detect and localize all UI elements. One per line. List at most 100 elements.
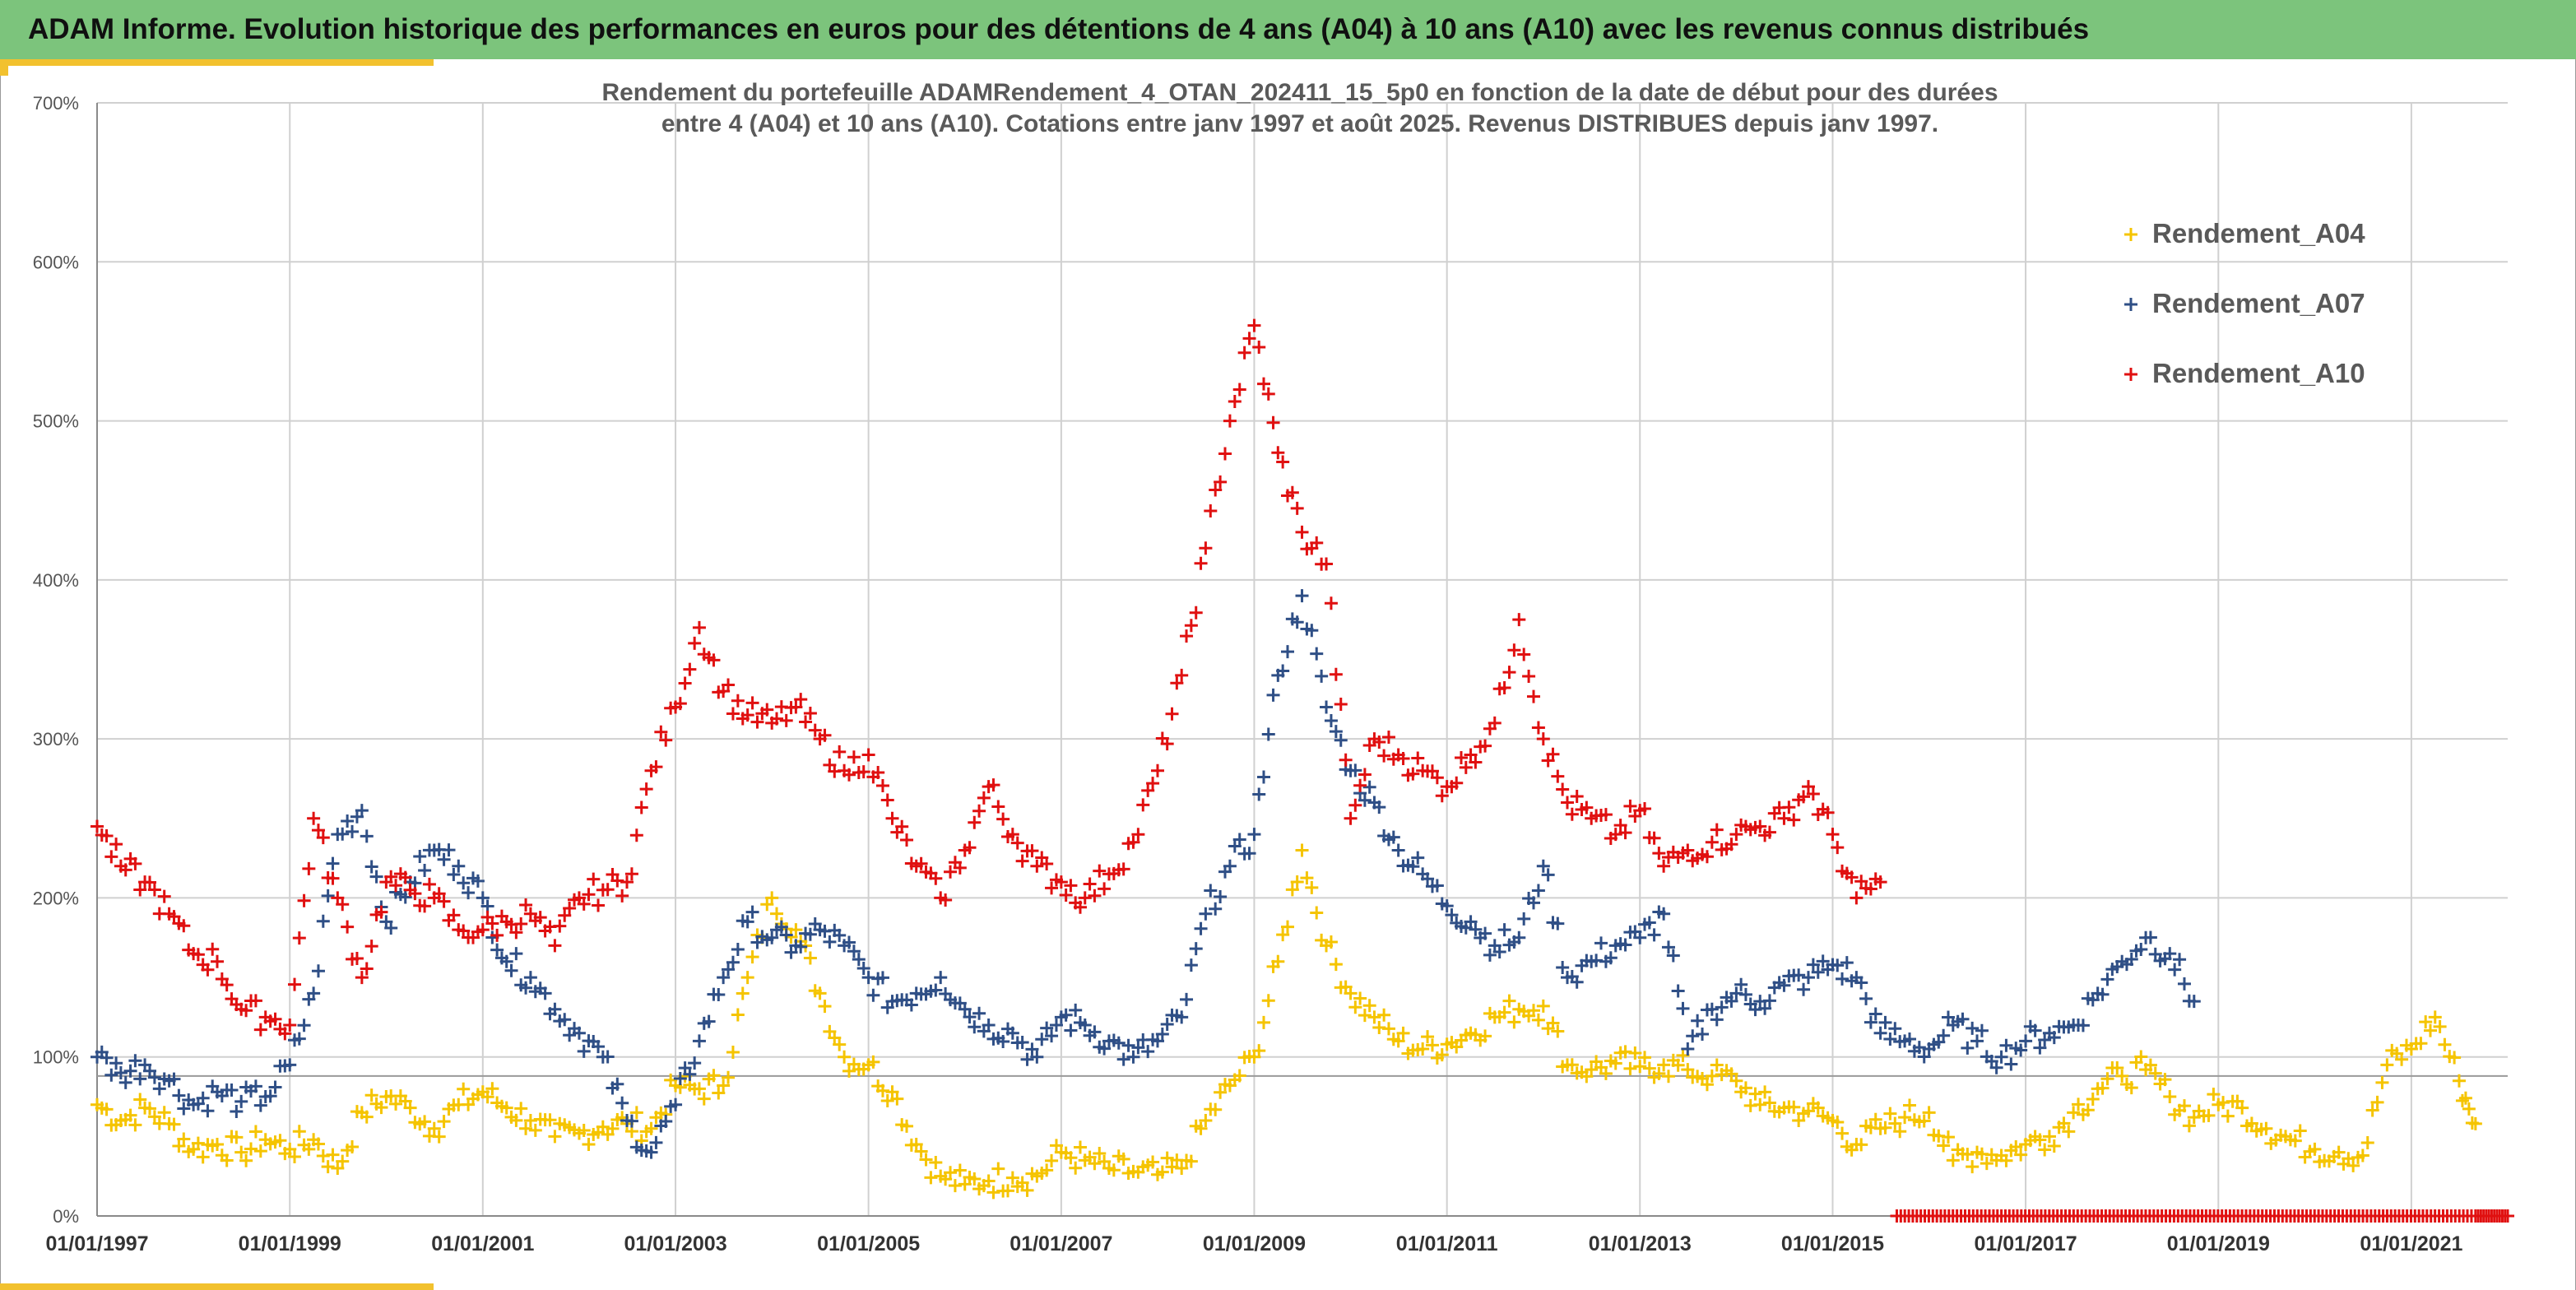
rendement-a07-marker [1724,994,1738,1008]
rendement-a10-marker [944,865,958,879]
rendement-a10-marker [1256,377,1270,391]
rendement-a04-marker [374,1101,388,1115]
rendement-a04-marker [528,1123,542,1137]
rendement-a04-marker [196,1150,210,1164]
rendement-a07-marker [2086,993,2100,1007]
rendement-a04-point [740,971,754,985]
rendement-a07-marker [1214,890,1228,904]
rendement-a10-marker [1459,760,1473,774]
rendement-a04-marker [2360,1136,2374,1150]
rendement-a04-marker [900,1119,914,1133]
rendement-a07-marker [996,1034,1010,1048]
rendement-a07-marker [2177,977,2191,991]
rendement-a07-marker [1459,921,1473,935]
rendement-a10-marker [1290,501,1304,515]
rendement-a04-marker [288,1149,302,1163]
rendement-a10-marker [577,897,591,911]
rendement-a04-marker [1396,1026,1410,1040]
rendement-a04-marker [1831,1115,1845,1129]
rendement-a10-marker [1546,747,1560,761]
rendement-a10-point [283,1019,297,1032]
rendement-a04-marker [939,1172,953,1186]
rendement-a10-point [1801,780,1815,794]
rendement-a07-marker [1362,780,1376,794]
rendement-a04-marker [1478,1029,1492,1043]
rendement-a07-marker [418,863,432,877]
rendement-a10-marker [615,889,629,903]
rendement-a10-marker [629,828,643,842]
rendement-a10-marker [784,701,798,715]
rendement-a10-marker [1377,749,1391,763]
rendement-a07-marker [1903,1032,1916,1046]
rendement-a07-marker [1811,965,1825,979]
rendement-a10-marker [1821,805,1835,819]
rendement-a07-marker [538,986,552,1000]
rendement-a04-marker [418,1115,432,1129]
rendement-a10-point [1705,835,1719,849]
legend-label: Rendement_A10 [2152,358,2365,388]
rendement-a04-marker [1738,1081,1752,1095]
rendement-a04-point [234,1145,248,1159]
rendement-a10-marker [1121,837,1135,851]
rendement-a10-marker [1045,881,1059,895]
rendement-a04-point [1633,1060,1647,1074]
rendement-a04-marker [350,1105,364,1119]
rendement-a10-marker [639,782,653,796]
rendement-a10-marker [1228,394,1242,408]
rendement-a04-marker [1411,1043,1425,1056]
rendement-a04-marker [543,1113,557,1127]
rendement-a10-marker [1000,829,1014,843]
rendement-a10-marker [1411,751,1425,765]
rendement-a04-marker [2086,1092,2100,1106]
rendement-a04-marker [1821,1111,1835,1125]
rendement-a07-marker [1888,1022,1902,1036]
rendement-a07-marker [1604,951,1618,965]
rendement-a04-point [403,1101,417,1115]
rendement-a07-point [861,971,875,985]
rendement-a04-marker [1040,1163,1054,1177]
rendement-a07-marker [1155,1027,1169,1041]
rendement-a07-marker [1845,974,1859,988]
y-tick-label: 700% [33,93,79,114]
rendement-a04-marker [1661,1070,1675,1084]
rendement-a07-marker [1527,896,1540,910]
rendement-a10-marker [996,812,1010,826]
rendement-a10-marker [1237,346,1251,360]
rendement-a04-marker [1618,1045,1632,1059]
rendement-a10-marker [1242,332,1256,346]
rendement-a04-marker [953,1163,967,1177]
rendement-a07-marker [311,964,325,978]
rendement-a07-marker [1570,975,1584,989]
rendement-a10-marker [794,693,808,707]
rendement-a04-marker [1638,1051,1652,1065]
rendement-a04-marker [828,1031,842,1045]
rendement-a10-marker [1285,485,1299,499]
rendement-a04-marker [2279,1130,2293,1144]
rendement-a04-marker [447,1098,461,1112]
rendement-a10-marker [1015,854,1029,868]
rendement-a07-marker [494,951,508,965]
rendement-a04-marker [1281,920,1294,934]
rendement-a07-marker [1170,1009,1184,1023]
rendement-a07-marker [649,1135,663,1149]
rendement-a10-point [1536,732,1550,746]
rendement-a04-marker [722,1070,736,1084]
rendement-a04-point [523,1114,537,1128]
rendement-a10-marker [471,925,485,939]
rendement-a10-marker [991,800,1005,814]
rendement-a07-marker [1445,908,1459,922]
rendement-a07-marker [1430,879,1444,893]
rendement-a10-marker [1797,790,1811,804]
rendement-a10-marker [167,910,181,924]
rendement-a04-marker [1300,871,1314,885]
rendement-a07-marker [1691,1014,1705,1028]
rendement-a07-marker [543,1007,557,1021]
rendement-a07-marker [2173,953,2187,967]
rendement-a04-marker [142,1102,156,1116]
rendement-a07-marker [437,852,451,866]
rendement-a07-marker [1551,916,1565,930]
rendement-a10-point [861,748,875,762]
rendement-a10-marker [1218,447,1232,461]
rendement-a10-marker [808,723,822,737]
rendement-a10-marker [722,678,736,692]
